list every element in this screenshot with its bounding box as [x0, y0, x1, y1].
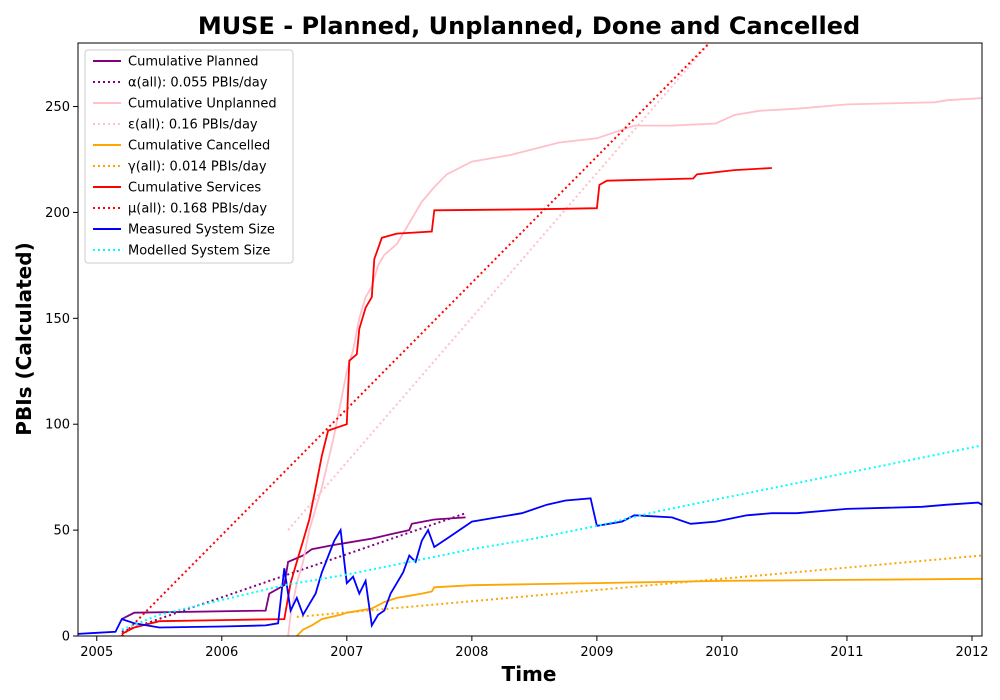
- x-tick-label-5: 2010: [705, 645, 738, 660]
- legend-box: [84, 49, 294, 264]
- x-axis-label: Time: [502, 662, 557, 686]
- legend-label-2: Cumulative Unplanned: [128, 97, 277, 112]
- legend-label-8: Measured System Size: [128, 223, 275, 238]
- y-tick-label-4: 200: [45, 206, 70, 221]
- y-tick-label-3: 150: [45, 312, 70, 327]
- x-tick-label-0: 2005: [80, 645, 113, 660]
- series-line-8: [78, 497, 982, 635]
- series-line-6: [121, 167, 772, 635]
- x-tick-label-3: 2008: [455, 645, 488, 660]
- legend-label-7: μ(all): 0.168 PBIs/day: [128, 202, 267, 217]
- series-line-0: [121, 516, 466, 620]
- series-line-9: [121, 444, 982, 631]
- series-line-3: [287, 43, 711, 531]
- y-tick-label-1: 50: [53, 524, 70, 539]
- y-axis: 0 50 100 150 200 250: [45, 100, 78, 645]
- chart-title: MUSE - Planned, Unplanned, Done and Canc…: [198, 12, 860, 40]
- series-line-7: [121, 43, 711, 636]
- legend-label-5: γ(all): 0.014 PBIs/day: [128, 160, 267, 175]
- series-line-2: [287, 97, 982, 636]
- legend-label-9: Modelled System Size: [128, 244, 270, 259]
- plot-area: [78, 43, 982, 636]
- legend-label-4: Cumulative Cancelled: [128, 139, 270, 154]
- x-tick-label-2: 2007: [330, 645, 363, 660]
- legend-label-1: α(all): 0.055 PBIs/day: [128, 76, 268, 91]
- legend-label-6: Cumulative Services: [128, 181, 261, 196]
- legend-label-3: ε(all): 0.16 PBIs/day: [128, 118, 258, 133]
- x-tick-label-7: 2012: [955, 645, 988, 660]
- x-axis: 2005 2006 2007 2008 2009 2010 2011 2012: [80, 636, 989, 660]
- x-tick-label-4: 2009: [580, 645, 613, 660]
- x-tick-label-1: 2006: [205, 645, 238, 660]
- y-axis-label: PBIs (Calculated): [12, 242, 36, 435]
- legend: Cumulative Planned α(all): 0.055 PBIs/day…: [84, 49, 294, 264]
- y-tick-label-5: 250: [45, 100, 70, 115]
- y-tick-label-0: 0: [62, 630, 70, 645]
- y-tick-label-2: 100: [45, 418, 70, 433]
- plot-frame: [77, 42, 983, 637]
- series-line-4: [296, 577, 982, 636]
- legend-label-0: Cumulative Planned: [128, 55, 258, 70]
- x-tick-label-6: 2011: [830, 645, 863, 660]
